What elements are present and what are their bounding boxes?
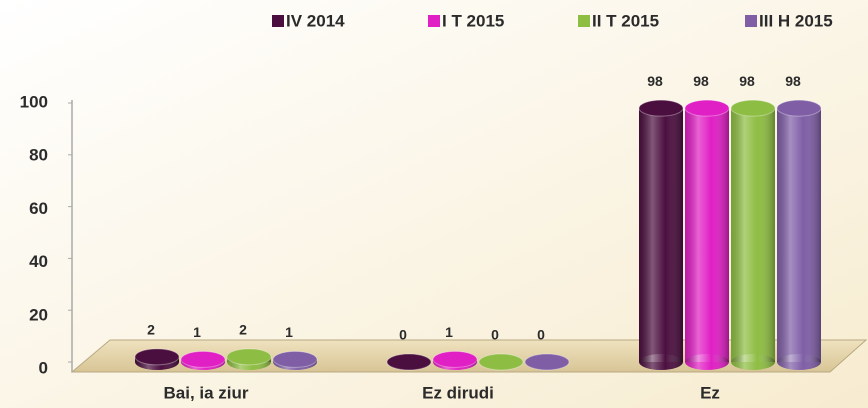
bar-shade bbox=[777, 108, 821, 363]
value-label: 98 bbox=[693, 73, 709, 89]
bar-top bbox=[272, 350, 318, 368]
bar-shade bbox=[639, 108, 683, 363]
bar bbox=[478, 353, 524, 371]
bar bbox=[524, 353, 570, 371]
y-tick-label: 80 bbox=[29, 146, 48, 165]
bar-top bbox=[386, 353, 432, 371]
bar-base-shade bbox=[777, 354, 821, 370]
bar-base-shade bbox=[639, 354, 683, 370]
y-tick-label: 100 bbox=[20, 92, 48, 111]
bar-top bbox=[730, 99, 776, 117]
legend-label: IV 2014 bbox=[286, 11, 345, 30]
y-tick-label: 60 bbox=[29, 199, 48, 218]
legend-swatch bbox=[578, 15, 590, 27]
bar bbox=[730, 99, 776, 370]
value-label: 98 bbox=[785, 73, 801, 89]
legend-swatch bbox=[745, 15, 757, 27]
y-tick-label: 40 bbox=[29, 252, 48, 271]
y-tick-label: 0 bbox=[39, 358, 48, 377]
bar-top bbox=[776, 99, 822, 117]
bar bbox=[776, 99, 822, 370]
y-tick-label: 20 bbox=[29, 305, 48, 324]
bar bbox=[134, 348, 180, 370]
x-tick-label: Ez bbox=[700, 383, 720, 402]
bar-shade bbox=[731, 108, 775, 363]
value-label: 1 bbox=[193, 324, 201, 340]
value-label: 0 bbox=[537, 327, 545, 343]
bar bbox=[180, 350, 226, 370]
bar-top bbox=[638, 99, 684, 117]
value-label: 0 bbox=[491, 327, 499, 343]
bar-top bbox=[134, 348, 180, 366]
value-label: 2 bbox=[147, 322, 155, 338]
bar bbox=[684, 99, 730, 370]
legend-swatch bbox=[428, 15, 440, 27]
legend-label: II T 2015 bbox=[592, 11, 659, 30]
bar-top bbox=[524, 353, 570, 371]
value-label: 1 bbox=[445, 324, 453, 340]
bar-top bbox=[180, 350, 226, 368]
legend-swatch bbox=[272, 15, 284, 27]
value-label: 98 bbox=[647, 73, 663, 89]
value-label: 98 bbox=[739, 73, 755, 89]
value-label: 1 bbox=[285, 324, 293, 340]
x-tick-label: Ez dirudi bbox=[422, 383, 494, 402]
bar bbox=[386, 353, 432, 371]
bar-base-shade bbox=[731, 354, 775, 370]
legend-label: III H 2015 bbox=[759, 11, 833, 30]
bar bbox=[432, 350, 478, 370]
bar-top bbox=[478, 353, 524, 371]
value-label: 0 bbox=[399, 327, 407, 343]
bar bbox=[272, 350, 318, 370]
bar-base-shade bbox=[685, 354, 729, 370]
value-label: 2 bbox=[239, 322, 247, 338]
bar-top bbox=[432, 350, 478, 368]
x-tick-label: Bai, ia ziur bbox=[163, 383, 248, 402]
bar-shade bbox=[685, 108, 729, 363]
bar-top bbox=[684, 99, 730, 117]
bar-top bbox=[226, 348, 272, 366]
bar bbox=[226, 348, 272, 370]
bar bbox=[638, 99, 684, 370]
legend-label: I T 2015 bbox=[442, 11, 504, 30]
